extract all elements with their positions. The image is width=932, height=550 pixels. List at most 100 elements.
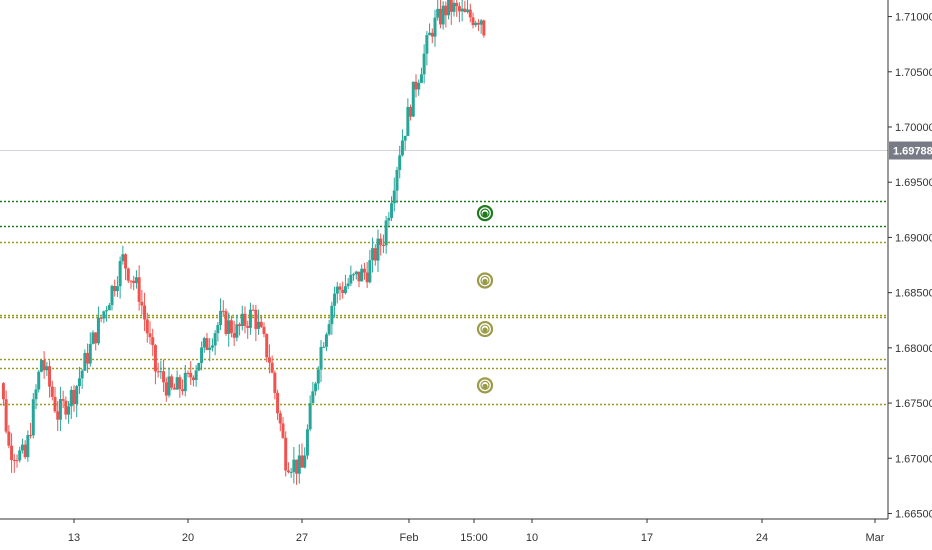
candle-body — [118, 261, 122, 287]
candle-body — [151, 337, 155, 346]
candle-body — [162, 371, 166, 383]
candle-body — [75, 386, 79, 404]
candle-body — [373, 248, 377, 261]
candle-body — [183, 372, 187, 392]
candle-body — [438, 8, 442, 25]
price-tick-label: 1.67500 — [895, 398, 932, 410]
candle-body — [77, 378, 81, 387]
candle-body — [281, 423, 285, 438]
candle-body — [156, 371, 160, 373]
candle-body — [447, 0, 451, 16]
candle-body — [12, 459, 16, 461]
candle-body — [254, 309, 258, 329]
candle-body — [354, 271, 358, 275]
candle-body — [457, 6, 461, 12]
candle-body — [330, 305, 334, 325]
price-tick-label: 1.70000 — [895, 122, 932, 134]
candle-body — [371, 248, 375, 261]
candle-body — [23, 444, 27, 458]
candle-body — [262, 326, 266, 334]
candle-body — [45, 366, 49, 371]
price-tick-label: 1.71000 — [895, 12, 932, 24]
target-marker — [476, 205, 494, 222]
candle-body — [376, 238, 380, 261]
candle-body — [181, 389, 185, 392]
candle-body — [64, 400, 68, 415]
candle-body — [417, 82, 421, 90]
candle-body — [132, 280, 136, 284]
candle-body — [381, 245, 385, 247]
candle-body — [419, 74, 423, 83]
candle-body — [31, 399, 35, 436]
target-marker — [476, 272, 494, 289]
time-tick-label: 17 — [641, 532, 653, 544]
price-tick-label: 1.68000 — [895, 343, 932, 355]
candle-body — [311, 391, 315, 404]
candle-body — [148, 333, 152, 338]
horizontal-levels — [0, 200, 888, 406]
candle-body — [200, 347, 204, 363]
candle-body — [463, 8, 467, 13]
candle-body — [124, 254, 128, 269]
candle-body — [194, 370, 198, 381]
candle-body — [414, 81, 418, 90]
candle-body — [80, 370, 84, 379]
candle-body — [202, 338, 206, 348]
candle-body — [335, 286, 339, 294]
candle-body — [346, 283, 350, 287]
candle-body — [273, 372, 277, 393]
candle-body — [126, 268, 130, 281]
candle-body — [403, 135, 407, 141]
candle-body — [360, 268, 364, 282]
candle-body — [189, 372, 193, 378]
candle-body — [105, 310, 109, 312]
candle-body — [425, 35, 429, 54]
candle-body — [455, 2, 459, 7]
candle-body — [186, 372, 190, 374]
candle-body — [224, 311, 228, 334]
candle-body — [289, 471, 293, 473]
candle-body — [449, 0, 453, 12]
candle-body — [15, 460, 19, 462]
candle-body — [191, 377, 195, 381]
candle-body — [235, 324, 239, 338]
candle-body — [175, 377, 179, 390]
candle-body — [229, 320, 233, 334]
candle-body — [210, 345, 214, 348]
candle-body — [338, 286, 342, 290]
candle-body — [327, 324, 331, 335]
price-tick-label: 1.67000 — [895, 453, 932, 465]
candle-body — [368, 260, 372, 283]
candle-body — [219, 310, 223, 326]
candle-body — [305, 429, 309, 456]
time-tick-label: 20 — [182, 532, 194, 544]
candle-body — [357, 271, 361, 282]
candle-body — [316, 369, 320, 384]
candle-body — [137, 277, 141, 302]
last-price-label: 1.69788 — [893, 146, 932, 158]
price-tick-label: 1.69500 — [895, 177, 932, 189]
candle-body — [159, 371, 163, 373]
candle-body — [232, 333, 236, 338]
candle-body — [134, 277, 138, 284]
candle-body — [387, 217, 391, 221]
target-marker — [476, 377, 494, 394]
candle-body — [113, 285, 117, 292]
price-axis[interactable]: 1.71000 1.70500 1.70000 1.69500 1.69000 1.685… — [888, 12, 932, 521]
candle-body — [471, 17, 475, 26]
candle-body — [392, 190, 396, 204]
candle-body — [286, 470, 290, 473]
time-axis[interactable]: 13 20 27 Feb 15:00 10 17 24 Mar — [68, 519, 885, 544]
candle-body — [460, 8, 464, 12]
candle-body — [145, 319, 149, 334]
candle-body — [48, 366, 52, 387]
candle-body — [172, 387, 176, 390]
candle-body — [422, 53, 426, 75]
candle-body — [129, 280, 133, 282]
candle-body — [411, 81, 415, 117]
candle-body — [406, 106, 410, 136]
candle-body — [10, 445, 14, 460]
candle-body — [197, 362, 201, 371]
candle-body — [153, 345, 157, 372]
